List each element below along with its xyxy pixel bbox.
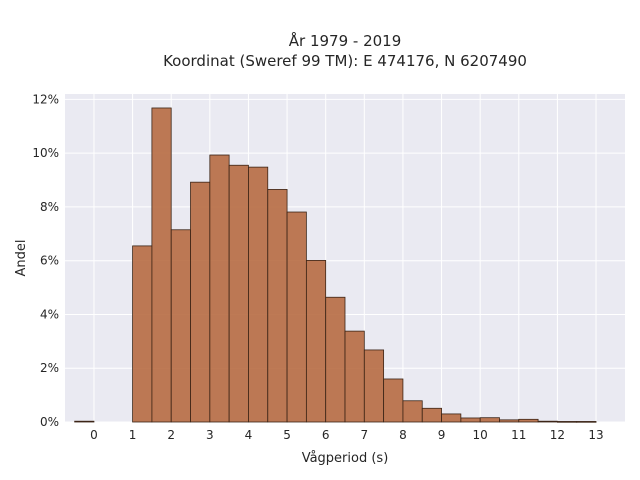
y-tick-label: 12% <box>32 92 59 106</box>
histogram-bar <box>190 181 211 423</box>
x-tick-label: 13 <box>588 428 603 442</box>
histogram-bar <box>557 421 578 423</box>
x-tick-label: 6 <box>322 428 330 442</box>
histogram-bar <box>479 417 500 423</box>
histogram-bar <box>170 229 191 423</box>
y-tick-label: 2% <box>40 361 59 375</box>
histogram-bar <box>74 420 95 423</box>
x-axis-label: Vågperiod (s) <box>302 451 389 466</box>
histogram-bar <box>344 330 365 423</box>
histogram-bar <box>209 154 230 423</box>
histogram-bar <box>518 418 539 423</box>
histogram-bar <box>537 420 558 423</box>
y-tick-label: 6% <box>40 254 59 268</box>
histogram-bar <box>421 407 442 423</box>
histogram-bar <box>267 189 288 423</box>
histogram-bar <box>460 417 481 423</box>
x-tick-label: 2 <box>167 428 175 442</box>
y-tick-label: 10% <box>32 146 59 160</box>
bars <box>74 107 597 423</box>
x-tick-label: 11 <box>511 428 526 442</box>
x-tick-label: 0 <box>90 428 98 442</box>
y-tick-label: 0% <box>40 415 59 429</box>
x-tick-label: 9 <box>438 428 446 442</box>
x-tick-label: 12 <box>550 428 565 442</box>
histogram-bar <box>228 164 249 423</box>
histogram-bar <box>576 421 597 423</box>
x-tick-label: 10 <box>473 428 488 442</box>
x-tick-label: 4 <box>245 428 253 442</box>
x-tick-label: 3 <box>206 428 214 442</box>
chart-title-line-1: År 1979 - 2019 <box>289 31 402 50</box>
histogram-bar <box>363 349 385 423</box>
histogram-bar <box>383 378 404 423</box>
y-axis-label: Andel <box>14 240 29 277</box>
histogram-bar <box>499 419 520 423</box>
y-axis-ticks: 0% 2% 4% 6% 8% 10% 12% <box>32 92 59 429</box>
histogram-bar <box>402 400 423 423</box>
histogram-bar <box>132 245 153 423</box>
chart-title-line-2: Koordinat (Sweref 99 TM): E 474176, N 62… <box>163 52 527 70</box>
histogram-bar <box>441 413 462 423</box>
x-axis-ticks: 0 1 2 3 4 5 6 7 8 9 10 11 12 13 <box>90 428 604 442</box>
x-tick-label: 1 <box>129 428 137 442</box>
histogram-bar <box>248 166 269 423</box>
histogram-bar <box>325 296 346 423</box>
histogram-bar <box>305 260 327 423</box>
histogram-bar <box>286 211 307 423</box>
x-tick-label: 8 <box>399 428 407 442</box>
x-tick-label: 7 <box>360 428 368 442</box>
y-tick-label: 4% <box>40 307 59 321</box>
histogram-bar <box>151 107 172 423</box>
x-tick-label: 5 <box>283 428 291 442</box>
y-tick-label: 8% <box>40 200 59 214</box>
